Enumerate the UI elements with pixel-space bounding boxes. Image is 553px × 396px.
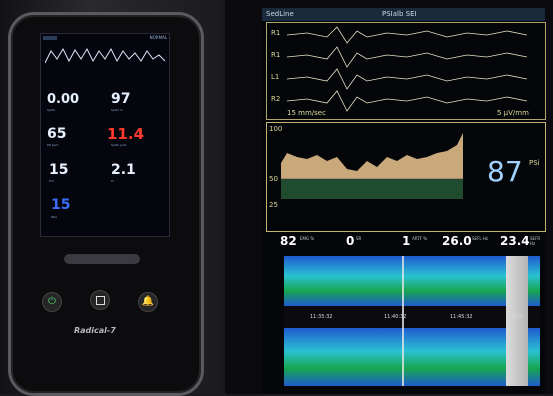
eeg-panel: R1 R1 L1 R2 15 mm/sec 5 µV/mm — [266, 22, 546, 120]
spo2-label: SpO2 % — [111, 108, 123, 112]
rra-label: RRa — [51, 215, 57, 219]
time-2: 11:40:32 — [384, 314, 407, 320]
sr-value: 0 — [346, 234, 355, 248]
eeg-scale: 5 µV/mm — [497, 109, 529, 117]
pleth-waveform — [45, 47, 165, 64]
psi-trend — [281, 133, 463, 199]
device-light-bar — [64, 254, 140, 264]
home-button[interactable] — [90, 290, 110, 310]
header-left: SedLine — [266, 10, 294, 18]
psi-value: 87 — [487, 155, 523, 188]
artf-value: 1 — [402, 234, 411, 248]
sr-label: SR — [356, 236, 362, 241]
dsa-right — [284, 328, 540, 386]
pi-label: Pi — [111, 179, 114, 183]
screen-mode: NORMAL — [149, 35, 167, 40]
eeg-ch1: R1 — [271, 29, 281, 37]
dsa-spectrogram: 11:35:32 11:40:32 11:45:32 11:5 — [284, 256, 540, 386]
dsa-left — [284, 256, 540, 306]
spo2-value: 97 — [111, 91, 131, 107]
psi-panel: 100 50 25 87 PSi — [266, 122, 546, 232]
time-4: 11:5 — [512, 314, 524, 320]
parameter-bar: 82 EMG % 0 SR 1 ARTF % 26.0 SEFL Hz 23.4… — [266, 234, 544, 252]
time-3: 11:45:32 — [450, 314, 473, 320]
eeg-ch2: R1 — [271, 51, 281, 59]
psi-axis-100: 100 — [269, 125, 283, 133]
rra-value: 15 — [51, 197, 71, 213]
bell-icon: 🔔 — [141, 296, 155, 307]
power-icon: ⏻ — [48, 296, 56, 307]
pvi-label: PVI — [49, 179, 54, 183]
artf-label: ARTF % — [412, 236, 428, 241]
pr-value: 65 — [47, 126, 67, 142]
pr-label: PR bpm — [47, 143, 59, 147]
device-screen: NORMAL 0.00 SpHb 97 SpO2 % 65 PR bpm 11.… — [40, 33, 170, 237]
psi-axis-50: 50 — [269, 175, 278, 183]
eeg-speed: 15 mm/sec — [287, 109, 326, 117]
sefr-label: SEFR Hz — [530, 236, 541, 246]
sefl-label: SEFL Hz — [472, 236, 488, 241]
device-brand: Radical-7 — [74, 326, 116, 335]
time-1: 11:35:32 — [310, 314, 333, 320]
sphb-value: 11.4 — [107, 125, 145, 143]
power-button[interactable]: ⏻ — [42, 292, 62, 312]
sphb-label: SpHb g/dL — [111, 143, 127, 147]
dsa-cursor[interactable] — [402, 256, 404, 386]
sphb-small-value: 0.00 — [47, 92, 80, 107]
pi-value: 2.1 — [111, 162, 136, 178]
home-icon — [95, 296, 105, 305]
dsa-artifact — [506, 256, 528, 386]
eeg-traces — [286, 26, 528, 112]
psi-label: PSi — [529, 159, 540, 167]
psi-axis-25: 25 — [269, 201, 278, 209]
sphb-small-label: SpHb — [47, 108, 55, 112]
monitor-header: SedLine PSIalb SEI — [262, 8, 545, 21]
pvi-value: 15 — [49, 162, 69, 178]
sefr-value: 23.4 — [500, 234, 530, 248]
eeg-ch4: R2 — [271, 95, 281, 103]
emg-value: 82 — [280, 234, 297, 248]
header-center: PSIalb SEI — [382, 10, 417, 18]
sefl-value: 26.0 — [442, 234, 472, 248]
alarm-silence-button[interactable]: 🔔 — [138, 292, 158, 312]
dsa-divider — [284, 306, 540, 328]
device-status-bar — [43, 36, 57, 40]
emg-label: EMG % — [300, 236, 315, 241]
eeg-ch3: L1 — [271, 73, 280, 81]
